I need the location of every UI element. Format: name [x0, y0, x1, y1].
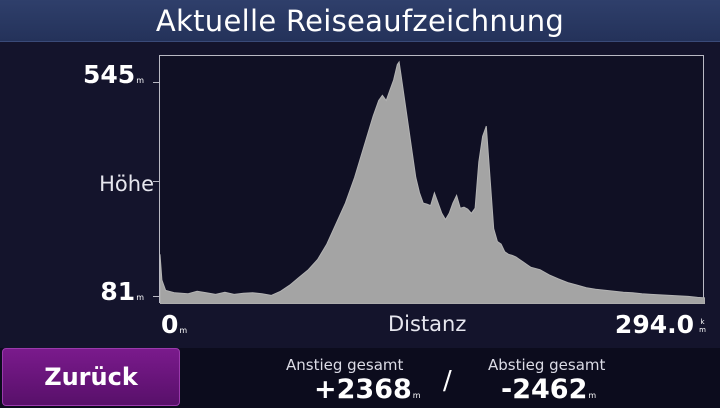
y-axis-tick-mid — [153, 181, 159, 182]
total-ascent-caption: Anstieg gesamt — [286, 356, 404, 374]
total-descent-unit: m — [588, 391, 597, 400]
total-ascent-value-row: +2368m — [314, 374, 421, 405]
y-axis-min-value: 81 — [100, 277, 136, 306]
y-axis-tick-min — [153, 296, 159, 297]
elevation-chart-svg — [160, 60, 705, 304]
total-descent: Abstieg gesamt -2462m — [488, 356, 605, 405]
title-bar: Aktuelle Reiseaufzeichnung — [0, 0, 720, 42]
total-descent-value-row: -2462m — [501, 374, 605, 405]
y-axis-min-unit: m — [136, 293, 144, 302]
y-axis-tick-max — [153, 82, 159, 83]
stat-separator: / — [443, 366, 452, 396]
y-axis-title: Höhe — [99, 172, 154, 196]
total-descent-caption: Abstieg gesamt — [488, 356, 606, 374]
y-axis-min-label: 81m — [100, 277, 144, 306]
total-ascent-unit: m — [412, 391, 421, 400]
x-axis-max-value: 294.0 — [614, 310, 694, 339]
y-axis-max-unit: m — [136, 76, 144, 85]
total-descent-value: -2462 — [501, 374, 588, 405]
x-axis-max-unit-bottom: m — [699, 326, 706, 334]
total-ascent-value: +2368 — [314, 374, 412, 405]
elevation-chart — [159, 55, 705, 304]
total-ascent: Anstieg gesamt +2368m — [286, 356, 421, 405]
y-axis-max-value: 545 — [83, 60, 136, 89]
elevation-profile-area — [160, 60, 705, 304]
x-axis-min-unit: m — [179, 326, 188, 335]
x-axis-title: Distanz — [388, 312, 467, 336]
y-axis-max-label: 545m — [83, 60, 144, 89]
page-title: Aktuelle Reiseaufzeichnung — [155, 3, 565, 38]
x-axis-max-unit-top: k — [700, 318, 705, 326]
x-axis-min-label: 0m — [161, 310, 187, 339]
x-axis-min-value: 0 — [161, 310, 179, 339]
back-button[interactable]: Zurück — [2, 348, 180, 406]
